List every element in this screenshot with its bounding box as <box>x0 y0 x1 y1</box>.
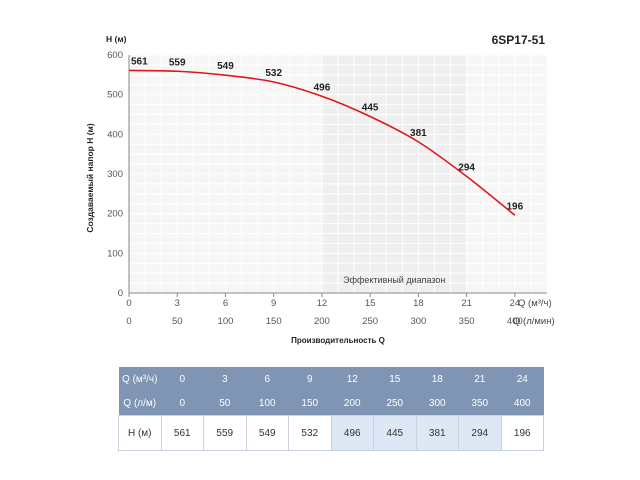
y-axis-title: Создаваемый напор Н (м) <box>85 123 95 233</box>
table-cell: 50 <box>203 391 246 416</box>
data-label: 445 <box>362 102 379 113</box>
table-cell: 21 <box>458 367 501 391</box>
table-cell: 250 <box>373 391 416 416</box>
data-label: 294 <box>458 162 475 173</box>
table-row: Q (м³/ч) 0 3 6 9 12 15 18 21 24 <box>118 367 544 391</box>
table-cell: 9 <box>288 367 331 391</box>
table-cell: 532 <box>288 415 332 451</box>
table-row: Q (л/м) 0 50 100 150 200 250 300 350 400 <box>118 391 544 416</box>
table-cell: 150 <box>288 391 331 416</box>
y-tick-label: 600 <box>107 50 123 61</box>
table-row-label: Q (м³/ч) <box>118 367 161 391</box>
x-tick-label-m3h: 18 <box>413 298 424 309</box>
x-unit-m3h: Q (м³/ч) <box>518 298 552 309</box>
x-tick-labels-lmin: 0 50 100 150 200 250 300 350 400 <box>126 316 522 327</box>
table-cell: 400 <box>501 391 544 416</box>
x-tick-label-m3h: 15 <box>365 298 376 309</box>
table-cell: 549 <box>245 415 289 451</box>
table-row-label: Q (л/м) <box>118 391 161 416</box>
data-label: 196 <box>507 201 524 212</box>
x-tick-label-m3h: 12 <box>317 298 328 309</box>
data-label: 381 <box>410 128 427 139</box>
plot-area <box>128 54 548 294</box>
y-tick-label: 400 <box>107 129 123 140</box>
y-tick-label: 300 <box>107 169 123 180</box>
table-cell: 24 <box>501 367 544 391</box>
head-curve <box>128 69 516 216</box>
data-labels: 561 559 549 532 496 445 381 294 196 <box>131 56 524 212</box>
x-tick-label-lmin: 0 <box>126 316 131 327</box>
table-cell: 3 <box>203 367 246 391</box>
table-cell: 350 <box>458 391 501 416</box>
table-cell: 18 <box>416 367 459 391</box>
y-tick-label: 100 <box>107 248 123 259</box>
x-tick-label-m3h: 24 <box>510 298 521 309</box>
table-cell: 200 <box>331 391 374 416</box>
pump-performance-chart: 0 100 200 300 400 500 600 0 3 6 9 12 15 18 21 24 0 50 10… <box>85 33 555 345</box>
table-cell: 6 <box>246 367 289 391</box>
model-name: 6SP17-51 <box>492 33 546 47</box>
data-label: 561 <box>131 56 148 67</box>
x-tick-label-lmin: 350 <box>459 316 475 327</box>
table-cell: 559 <box>203 415 247 451</box>
x-tick-label-m3h: 6 <box>223 298 228 309</box>
performance-table: Q (м³/ч) 0 3 6 9 12 15 18 21 24 Q (л/м) 0 50 100 150 20… <box>118 367 544 451</box>
data-label: 532 <box>265 68 282 79</box>
x-tick-label-lmin: 150 <box>266 316 282 327</box>
table-cell: 15 <box>373 367 416 391</box>
y-tick-label: 500 <box>107 90 123 101</box>
table-cell: 300 <box>416 391 459 416</box>
y-tick-labels: 0 100 200 300 400 500 600 <box>107 50 123 299</box>
x-tick-label-m3h: 21 <box>461 298 472 309</box>
x-tick-labels-m3h: 0 3 6 9 12 15 18 21 24 <box>126 293 520 309</box>
table-cell: 381 <box>415 415 459 451</box>
data-label: 559 <box>169 57 186 68</box>
table-cell: 100 <box>246 391 289 416</box>
table-cell: 0 <box>161 367 204 391</box>
table-row-label: Н (м) <box>118 415 162 451</box>
table-cell: 0 <box>161 391 204 416</box>
table-cell: 196 <box>500 415 544 451</box>
y-tick-label: 0 <box>118 288 123 299</box>
x-tick-label-lmin: 50 <box>172 316 183 327</box>
table-cell: 445 <box>373 415 417 451</box>
x-tick-label-m3h: 9 <box>271 298 276 309</box>
x-tick-label-lmin: 250 <box>362 316 378 327</box>
x-tick-label-lmin: 300 <box>410 316 426 327</box>
y-axis-title-top: Н (м) <box>106 34 127 44</box>
table-cell: 12 <box>331 367 374 391</box>
x-axis-title: Производительность Q <box>291 336 385 345</box>
table-cell: 294 <box>458 415 502 451</box>
table-cell: 496 <box>330 415 374 451</box>
x-unit-lmin: Q (л/мин) <box>513 316 555 327</box>
axes <box>128 55 547 294</box>
x-tick-label-lmin: 400 <box>507 316 523 327</box>
table-cell: 561 <box>160 415 204 451</box>
y-tick-label: 200 <box>107 209 123 220</box>
data-label: 496 <box>314 82 331 93</box>
x-tick-label-lmin: 100 <box>218 316 234 327</box>
efficient-range-label: Эффективный диапазон <box>343 275 445 285</box>
x-tick-label-m3h: 3 <box>175 298 180 309</box>
table-row: Н (м) 561 559 549 532 496 445 381 294 196 <box>118 415 544 451</box>
x-tick-label-lmin: 200 <box>314 316 330 327</box>
x-tick-label-m3h: 0 <box>126 298 131 309</box>
data-label: 549 <box>217 61 234 72</box>
